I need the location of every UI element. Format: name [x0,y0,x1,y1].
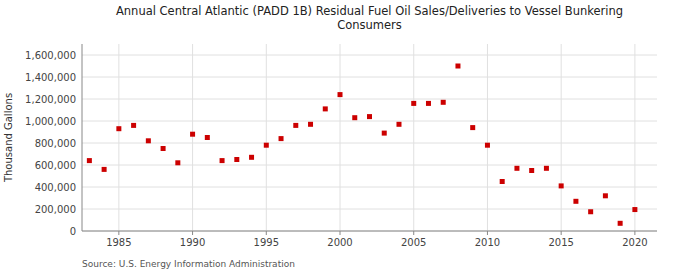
point [264,143,269,148]
x-tick [561,231,562,235]
grid-line-y [82,77,657,78]
y-tick-label: 600,000 [35,160,76,171]
point [441,100,446,105]
point [500,179,505,184]
y-tick-label: 1,400,000 [25,72,76,83]
x-tick [634,231,635,235]
grid-line-x [413,44,414,231]
grid-line-x [192,44,193,231]
y-axis-label: Thousand Gallons [3,93,14,183]
point [382,131,387,136]
grid-line-y [82,55,657,56]
grid [82,44,657,231]
y-tick-label: 1,600,000 [25,50,76,61]
grid-line-y [82,231,657,232]
y-tick-label: 200,000 [35,204,76,215]
point [308,122,313,127]
source-note: Source: U.S. Energy Information Administ… [82,259,295,269]
x-tick [413,231,414,235]
x-tick-label: 2005 [401,237,426,248]
point [87,158,92,163]
x-tick-label: 2015 [548,237,573,248]
grid-line-y [82,209,657,210]
point [131,123,136,128]
x-tick-label: 2020 [622,237,647,248]
point [323,106,328,111]
x-tick-label: 1990 [180,237,205,248]
point [220,158,225,163]
grid-line-x [561,44,562,231]
point [146,138,151,143]
grid-line-y [82,187,657,188]
point [411,101,416,106]
point [249,155,254,160]
point [396,122,401,127]
chart: Annual Central Atlantic (PADD 1B) Residu… [0,0,675,275]
y-tick-label: 1,200,000 [25,94,76,105]
point [116,126,121,131]
axes: 0 200,000 400,000 600,000 800,000 1,000,000 1,… [25,44,657,248]
point [544,166,549,171]
point [190,132,195,137]
x-axis-line [82,231,657,232]
x-tick [118,231,119,235]
point [161,146,166,151]
point [632,207,637,212]
title-line: Annual Central Atlantic (PADD 1B) Residu… [116,4,623,18]
y-tick-label: 400,000 [35,182,76,193]
point [603,193,608,198]
point [205,135,210,140]
point [279,136,284,141]
grid-line-x [634,44,635,231]
title-line: Consumers [337,18,402,32]
point [470,125,475,130]
x-tick-label: 2000 [327,237,352,248]
grid-line-y [82,99,657,100]
x-tick-label: 1985 [106,237,131,248]
y-axis-line [82,44,83,231]
point [293,123,298,128]
x-tick-label: 2010 [475,237,500,248]
point [529,168,534,173]
point [175,160,180,165]
grid-line-x [118,44,119,231]
point [514,166,519,171]
point [455,64,460,69]
x-tick [487,231,488,235]
x-tick [266,231,267,235]
x-tick [192,231,193,235]
grid-line-y [82,165,657,166]
grid-line-y [82,143,657,144]
y-tick-label: 0 [70,226,76,237]
grid-line-x [340,44,341,231]
title: Annual Central Atlantic (PADD 1B) Residu… [116,4,623,32]
point [485,143,490,148]
grid-line-y [82,121,657,122]
point [234,157,239,162]
point [352,115,357,120]
x-tick-label: 1995 [254,237,279,248]
point [426,101,431,106]
point [573,199,578,204]
y-tick-label: 1,000,000 [25,116,76,127]
point [618,221,623,226]
point [102,167,107,172]
point [338,92,343,97]
grid-line-x [266,44,267,231]
x-tick [340,231,341,235]
y-tick-label: 800,000 [35,138,76,149]
point [588,209,593,214]
grid-line-x [487,44,488,231]
points [87,64,638,226]
point [367,114,372,119]
point [559,183,564,188]
